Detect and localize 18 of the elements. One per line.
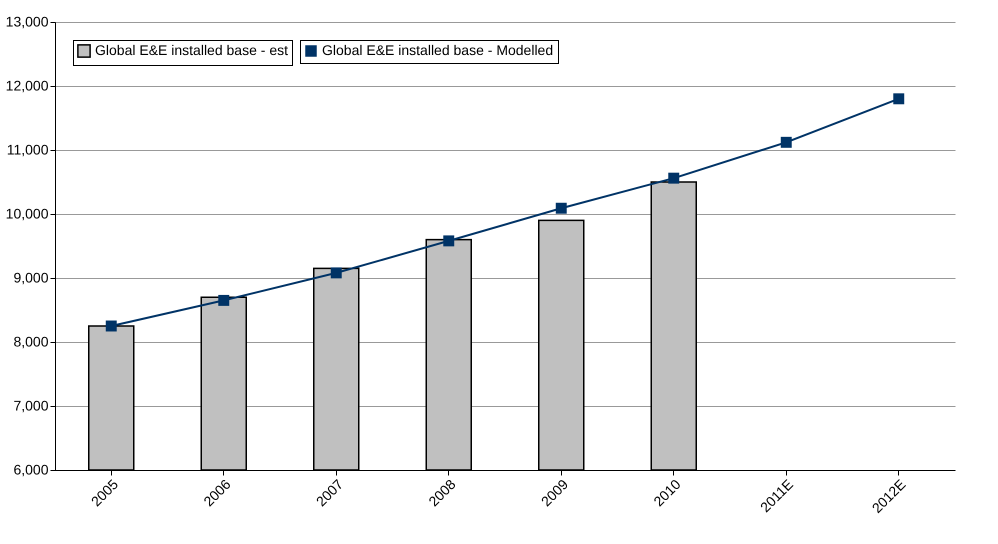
point xyxy=(330,267,342,278)
point xyxy=(893,93,904,104)
y-tick-label: 13,000 xyxy=(6,14,49,30)
y-tick-label: 12,000 xyxy=(6,78,49,94)
y-tick-label: 6,000 xyxy=(13,462,49,478)
y-tick-label: 10,000 xyxy=(6,206,49,222)
point xyxy=(218,294,230,306)
legend-label: Global E&E installed base - est xyxy=(95,42,288,58)
y-tick-label: 11,000 xyxy=(6,142,49,158)
point xyxy=(668,172,680,184)
point xyxy=(443,235,454,246)
y-tick-label: 8,000 xyxy=(13,334,49,350)
y-tick-label: 9,000 xyxy=(13,270,49,286)
legend-label: Global E&E installed base - Modelled xyxy=(322,42,554,58)
point xyxy=(780,136,792,148)
point xyxy=(556,202,567,214)
y-tick-label: 7,000 xyxy=(13,398,49,414)
point xyxy=(106,320,117,332)
